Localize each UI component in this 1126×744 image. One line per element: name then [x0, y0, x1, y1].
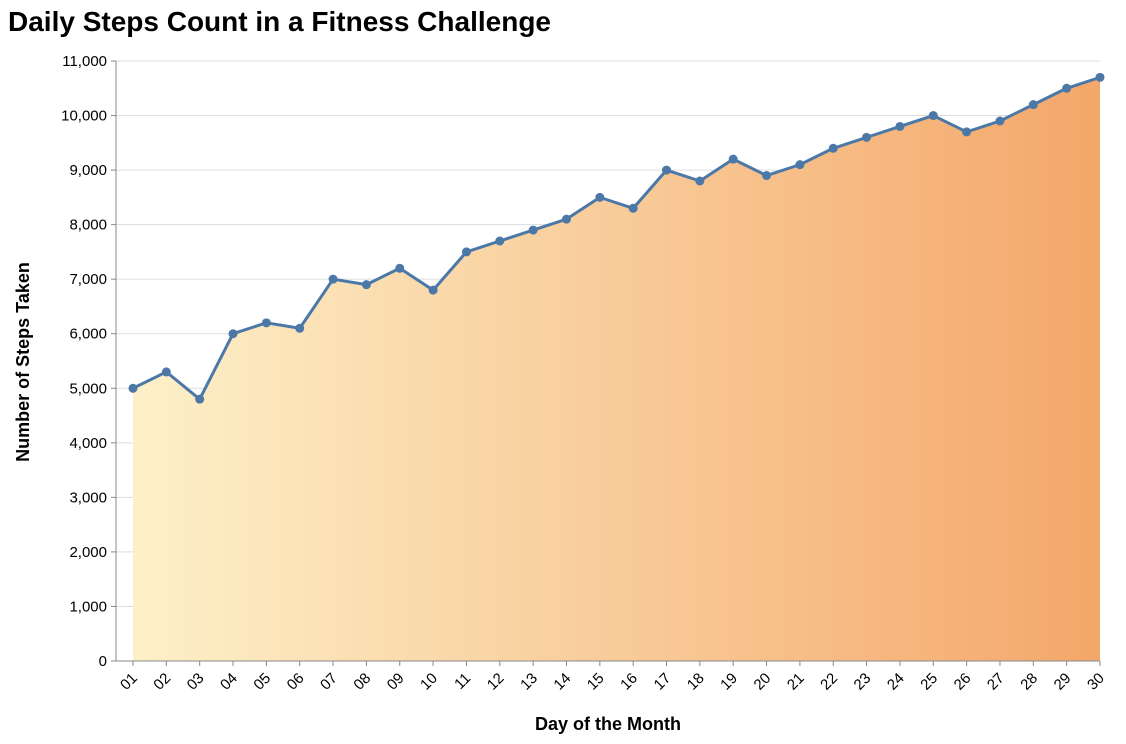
- y-tick-label: 7,000: [69, 271, 107, 288]
- area-fill: [133, 77, 1100, 661]
- y-tick-label: 0: [99, 653, 107, 670]
- x-tick-label: 24: [884, 670, 908, 694]
- x-tick-label: 08: [350, 670, 374, 694]
- x-tick-label: 27: [984, 670, 1008, 694]
- y-axis-title: Number of Steps Taken: [13, 262, 33, 462]
- x-tick-label: 21: [784, 670, 808, 694]
- data-point: [728, 154, 738, 164]
- data-point: [928, 111, 938, 121]
- x-tick-label: 25: [917, 670, 941, 694]
- series-line: [131, 75, 1102, 401]
- data-point: [962, 127, 972, 137]
- x-tick-label: 07: [317, 670, 341, 694]
- x-tick-label: 05: [250, 670, 274, 694]
- data-point: [628, 203, 638, 213]
- data-point: [795, 160, 805, 170]
- x-tick-label: 11: [451, 670, 474, 693]
- line-layer: [131, 75, 1102, 401]
- x-tick-label: 20: [751, 670, 775, 694]
- data-point: [328, 274, 338, 284]
- data-point: [595, 192, 605, 202]
- data-point: [295, 323, 305, 333]
- data-point: [1028, 100, 1038, 110]
- data-point: [361, 280, 371, 290]
- x-tick-label: 13: [517, 670, 541, 694]
- x-tick-label: 02: [150, 670, 174, 694]
- data-point: [828, 143, 838, 153]
- y-tick-label: 2,000: [69, 544, 107, 561]
- data-point: [261, 318, 271, 328]
- data-point: [995, 116, 1005, 126]
- y-tick-label: 3,000: [69, 489, 107, 506]
- x-tick-label: 26: [951, 670, 975, 694]
- x-axis-title: Day of the Month: [535, 714, 681, 734]
- y-tick-label: 11,000: [62, 53, 107, 70]
- data-point: [161, 367, 171, 377]
- x-tick-label: 06: [284, 670, 308, 694]
- data-point: [528, 225, 538, 235]
- y-tick-label: 8,000: [69, 217, 107, 234]
- x-tick-label: 29: [1051, 670, 1075, 694]
- x-tick-label: 01: [117, 670, 141, 694]
- x-tick-label: 12: [484, 670, 508, 694]
- data-point: [1062, 83, 1072, 93]
- y-tick-label: 5,000: [69, 380, 107, 397]
- x-tick-label: 23: [851, 670, 875, 694]
- x-tick-label: 09: [384, 670, 408, 694]
- data-point: [128, 383, 138, 393]
- data-point: [762, 171, 772, 181]
- x-tick-label: 19: [717, 670, 741, 694]
- x-tick-label: 30: [1084, 670, 1108, 694]
- y-tick-label: 10,000: [61, 108, 107, 125]
- x-tick-label: 04: [217, 670, 241, 694]
- chart-title: Daily Steps Count in a Fitness Challenge: [8, 6, 551, 37]
- y-tick-label: 4,000: [69, 435, 107, 452]
- x-tick-label: 15: [584, 670, 608, 694]
- y-tick-label: 1,000: [69, 598, 107, 615]
- data-point: [895, 121, 905, 131]
- points-layer: [128, 72, 1105, 404]
- data-point: [195, 394, 205, 404]
- data-point: [695, 176, 705, 186]
- y-tick-label: 6,000: [69, 326, 107, 343]
- data-point: [395, 263, 405, 273]
- data-point: [461, 247, 471, 257]
- area-layer: [133, 77, 1100, 661]
- data-point: [862, 132, 872, 142]
- data-point: [228, 329, 238, 339]
- x-tick-label: 22: [817, 670, 841, 694]
- data-point: [662, 165, 672, 175]
- x-tick-label: 17: [651, 670, 675, 694]
- x-tick-label: 16: [617, 670, 641, 694]
- data-point: [428, 285, 438, 295]
- data-point: [1095, 72, 1105, 82]
- x-tick-label: 28: [1017, 670, 1041, 694]
- data-point: [495, 236, 505, 246]
- x-tick-label: 10: [417, 670, 441, 694]
- y-tick-label: 9,000: [69, 162, 107, 179]
- x-tick-label: 18: [684, 670, 708, 694]
- x-tick-label: 03: [184, 670, 208, 694]
- data-point: [561, 214, 571, 224]
- x-tick-label: 14: [550, 670, 574, 694]
